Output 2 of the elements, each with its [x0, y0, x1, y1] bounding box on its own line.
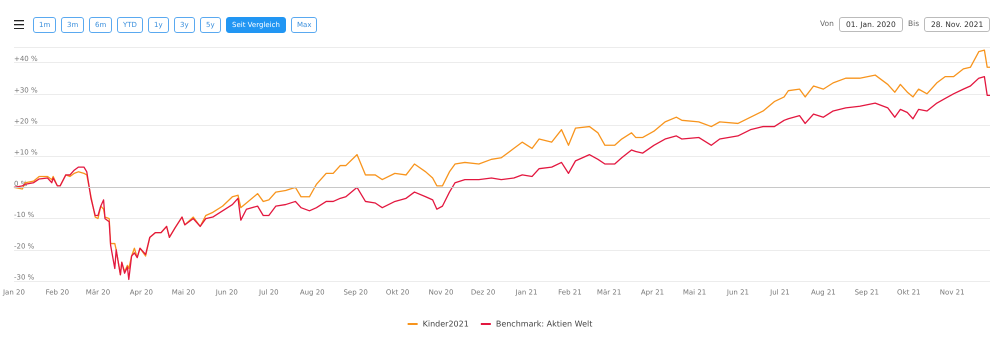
legend-label: Kinder2021 [422, 320, 469, 328]
legend-label: Benchmark: Aktien Welt [496, 320, 592, 328]
